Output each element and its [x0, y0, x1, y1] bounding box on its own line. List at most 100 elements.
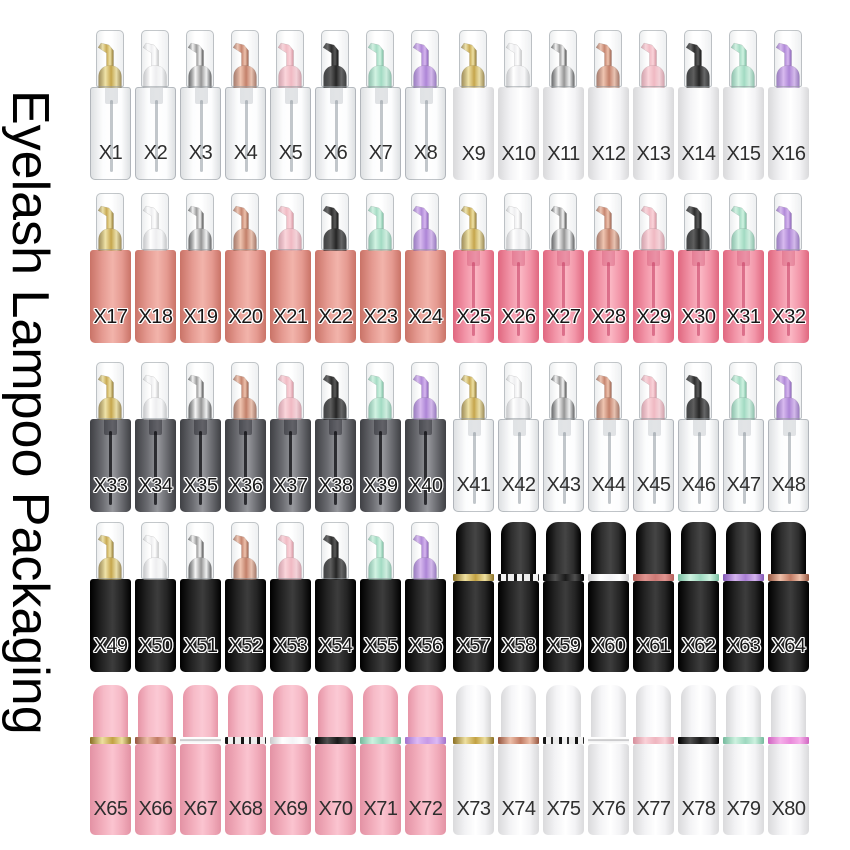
collar-ring [768, 737, 809, 744]
bottle-label: X31 [726, 306, 761, 328]
bottle-label: X63 [726, 635, 761, 657]
bottle-X50: X50 [135, 522, 176, 672]
foam-pump [277, 534, 302, 580]
pump-neck [467, 250, 480, 266]
bottle-body: X5 [270, 87, 311, 180]
bottle-X65: X65 [90, 685, 131, 835]
bottle-cap [273, 685, 308, 738]
dip-tube [742, 262, 745, 336]
bottle-cap [501, 522, 536, 575]
foam-pump [730, 205, 755, 251]
bottle-body: X74 [498, 744, 539, 835]
bottle-body: X25 [453, 250, 494, 343]
bottle-X32: X32 [768, 193, 809, 343]
bottle-label: X14 [681, 143, 716, 165]
pump-neck [419, 419, 432, 435]
bottle-X54: X54 [315, 522, 356, 672]
bottle-body: X29 [633, 250, 674, 343]
bottle-label: X10 [501, 143, 536, 165]
bottle-cap [408, 685, 443, 738]
bottle-X43: X43 [543, 362, 584, 512]
foam-pump [187, 205, 212, 251]
bottle-body: X37 [270, 419, 311, 512]
bottle-X34: X34 [135, 362, 176, 512]
bottle-X36: X36 [225, 362, 266, 512]
bottle-label: X11 [547, 143, 580, 165]
bottle-body: X3 [180, 87, 221, 180]
pump-neck [284, 419, 297, 435]
bottle-X19: X19 [180, 193, 221, 343]
foam-pump [595, 374, 620, 420]
clear-overcap [729, 362, 757, 419]
clear-overcap [504, 30, 532, 87]
foam-pump [640, 205, 665, 251]
collar-ring [723, 737, 764, 744]
bottle-X66: X66 [135, 685, 176, 835]
foam-pump [550, 374, 575, 420]
bottle-label: X42 [501, 474, 536, 496]
bottle-X22: X22 [315, 193, 356, 343]
bottle-X7: X7 [360, 30, 401, 180]
bottle-body: X30 [678, 250, 719, 343]
bottle-body: X43 [543, 419, 584, 512]
bottle-label: X9 [461, 143, 486, 165]
bottle-body: X11 [543, 87, 584, 180]
foam-pump [412, 42, 437, 88]
bottle-body: X35 [180, 419, 221, 512]
clear-overcap [96, 30, 124, 87]
bottle-body: X49 [90, 579, 131, 672]
bottle-label: X29 [636, 306, 671, 328]
clear-overcap [594, 362, 622, 419]
bottle-label: X21 [273, 306, 308, 328]
clear-overcap [411, 522, 439, 579]
bottle-X21: X21 [270, 193, 311, 343]
bottle-body: X32 [768, 250, 809, 343]
bottle-label: X41 [456, 474, 491, 496]
bottle-X49: X49 [90, 522, 131, 672]
foam-pump [685, 205, 710, 251]
pump-neck [104, 419, 117, 435]
bottle-label: X17 [93, 306, 128, 328]
bottle-X48: X48 [768, 362, 809, 512]
bottle-body: X40 [405, 419, 446, 512]
foam-pump [277, 205, 302, 251]
clear-overcap [729, 30, 757, 87]
pump-neck [783, 420, 796, 436]
collar-ring [678, 737, 719, 744]
clear-overcap [321, 522, 349, 579]
bottle-row-3: X33 X34 X35 X36 X37 X38 X39 X40 X41 X42 X43 X44 X45 X… [90, 362, 809, 512]
clear-overcap [276, 362, 304, 419]
pump-neck [603, 420, 616, 436]
bottle-X46: X46 [678, 362, 719, 512]
bottle-X11: X11 [543, 30, 584, 180]
bottle-label: X48 [771, 474, 806, 496]
bottle-X20: X20 [225, 193, 266, 343]
collar-ring [498, 574, 539, 581]
bottle-label: X67 [183, 798, 218, 820]
pump-neck [374, 419, 387, 435]
bottle-label: X2 [143, 142, 168, 164]
foam-pump [187, 42, 212, 88]
bottle-X77: X77 [633, 685, 674, 835]
bottle-X29: X29 [633, 193, 674, 343]
bottle-label: X64 [771, 635, 806, 657]
bottle-X9: X9 [453, 30, 494, 180]
bottle-X55: X55 [360, 522, 401, 672]
pump-neck [149, 419, 162, 435]
bottle-body: X4 [225, 87, 266, 180]
collar-ring [588, 737, 629, 744]
dip-tube [154, 431, 157, 505]
bottle-label: X78 [681, 798, 716, 820]
foam-pump [367, 205, 392, 251]
foam-pump [460, 374, 485, 420]
bottle-body: X61 [633, 581, 674, 672]
clear-overcap [141, 30, 169, 87]
bottle-body: X80 [768, 744, 809, 835]
foam-pump [97, 205, 122, 251]
bottle-label: X49 [93, 635, 128, 657]
bottle-X10: X10 [498, 30, 539, 180]
foam-pump [367, 42, 392, 88]
dip-tube [200, 100, 203, 172]
dip-tube [472, 262, 475, 336]
bottle-body: X19 [180, 250, 221, 343]
